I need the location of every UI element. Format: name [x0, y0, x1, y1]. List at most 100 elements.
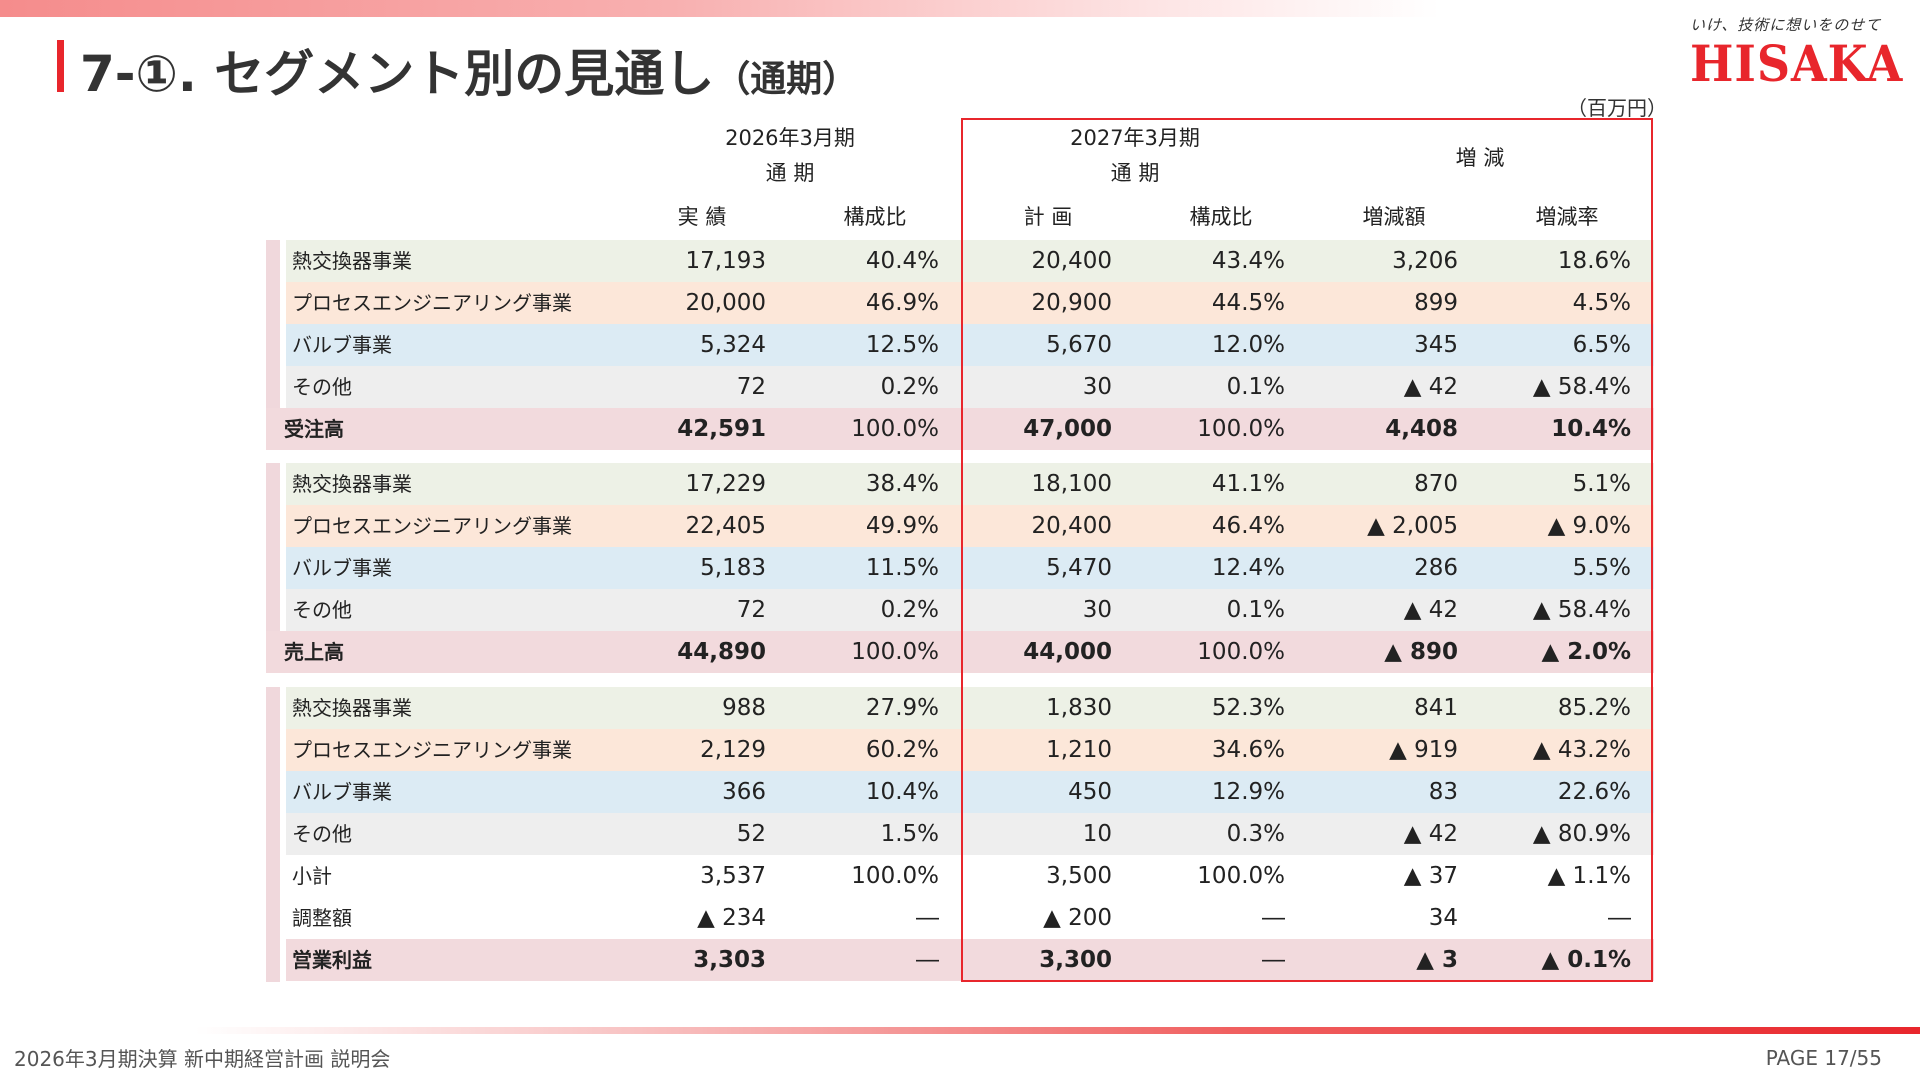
row-value-col2: 100.0% [851, 863, 939, 889]
row-value-col2: 0.2% [880, 374, 939, 400]
row-value-col6: 22.6% [1557, 779, 1631, 805]
header-ratio-2026: 構成比 [843, 205, 907, 229]
row-label: バルブ事業 [292, 556, 392, 580]
row-value-col5: 4,408 [1385, 416, 1458, 442]
row-label: 小計 [292, 864, 332, 888]
row-value-col5: ▲ 37 [1403, 863, 1458, 889]
page-title: 7-①. セグメント別の見通し（通期） [80, 34, 858, 106]
table-row-valve: バルブ事業 5,324 12.5% 5,670 12.0% 345 6.5% [266, 324, 1654, 366]
row-background [286, 771, 1654, 813]
row-value-col4: 44.5% [1211, 290, 1285, 316]
profit-group-bracket [266, 687, 280, 982]
row-value-col6: 18.6% [1557, 248, 1631, 274]
footer-title: 2026年3月期決算 新中期経営計画 説明会 [14, 1047, 391, 1071]
row-value-col1: 17,229 [685, 471, 766, 497]
row-value-col5: ▲ 42 [1403, 374, 1458, 400]
row-value-col4: 0.1% [1226, 597, 1285, 623]
table-row-adjustment: 調整額 ▲ 234 ― ▲ 200 ― 34 ― [266, 897, 1654, 939]
row-value-col5: 345 [1414, 332, 1458, 358]
table-row-valve: バルブ事業 366 10.4% 450 12.9% 83 22.6% [266, 771, 1654, 813]
logo-tagline: いけ、技術に想いをのせて [1690, 16, 1882, 34]
header-plan: 計 画 [1023, 205, 1073, 229]
row-label: 受注高 [284, 417, 344, 441]
table-row-subtotal: 小計 3,537 100.0% 3,500 100.0% ▲ 37 ▲ 1.1% [266, 855, 1654, 897]
row-label: バルブ事業 [292, 333, 392, 357]
row-value-col4: 12.9% [1211, 779, 1285, 805]
row-value-col4: 100.0% [1197, 416, 1285, 442]
row-value-col6: ▲ 9.0% [1547, 513, 1631, 539]
row-value-col2: 100.0% [851, 416, 939, 442]
row-value-col4: 43.4% [1211, 248, 1285, 274]
company-logo: HISAKA [1690, 34, 1904, 93]
row-value-col3: 450 [1068, 779, 1112, 805]
row-value-col1: 44,890 [677, 639, 766, 665]
row-value-col1: 3,303 [693, 947, 766, 973]
row-background [266, 408, 1654, 450]
header-ratio-2027: 構成比 [1189, 205, 1253, 229]
row-value-col2: 46.9% [865, 290, 939, 316]
row-value-col2: 60.2% [865, 737, 939, 763]
row-value-col3: 20,900 [1031, 290, 1112, 316]
row-value-col6: ▲ 80.9% [1532, 821, 1631, 847]
row-label: 売上高 [284, 640, 344, 664]
row-value-col6: 5.1% [1572, 471, 1631, 497]
row-background [286, 939, 1654, 981]
row-value-col2: 0.2% [880, 597, 939, 623]
row-value-col5: 83 [1428, 779, 1458, 805]
row-value-col6: ▲ 0.1% [1541, 947, 1631, 973]
row-background [286, 589, 1654, 631]
row-value-col3: 20,400 [1031, 513, 1112, 539]
row-value-col1: 2,129 [700, 737, 766, 763]
row-value-col4: 46.4% [1211, 513, 1285, 539]
table-row-process-engineering: プロセスエンジニアリング事業 20,000 46.9% 20,900 44.5% 899 4… [266, 282, 1654, 324]
row-value-col5: 899 [1414, 290, 1458, 316]
row-value-col3: 47,000 [1023, 416, 1112, 442]
row-value-col3: 5,670 [1046, 332, 1112, 358]
row-background [286, 282, 1654, 324]
row-value-col6: ▲ 58.4% [1532, 374, 1631, 400]
row-label: プロセスエンジニアリング事業 [292, 291, 572, 315]
row-value-col1: ▲ 234 [697, 905, 766, 931]
row-value-col3: 20,400 [1031, 248, 1112, 274]
row-value-col5: 841 [1414, 695, 1458, 721]
row-background [286, 505, 1654, 547]
row-background [286, 366, 1654, 408]
footer-accent-line [195, 1027, 1920, 1034]
row-value-col1: 20,000 [685, 290, 766, 316]
title-marker [57, 40, 64, 92]
row-value-col5: 286 [1414, 555, 1458, 581]
row-value-col1: 5,183 [700, 555, 766, 581]
row-label: バルブ事業 [292, 780, 392, 804]
row-value-col6: ▲ 43.2% [1532, 737, 1631, 763]
orders-group-bracket [266, 240, 280, 408]
page-number: PAGE 17/55 [1765, 1046, 1882, 1070]
table-row-heat-exchanger: 熱交換器事業 988 27.9% 1,830 52.3% 841 85.2% [266, 687, 1654, 729]
table-row-orders-total: 受注高 42,591 100.0% 47,000 100.0% 4,408 10.4% [266, 408, 1654, 450]
header-change-rate: 増減率 [1535, 205, 1599, 229]
row-value-col4: ― [1262, 905, 1285, 931]
row-value-col1: 17,193 [685, 248, 766, 274]
row-value-col6: 5.5% [1572, 555, 1631, 581]
table-row-process-engineering: プロセスエンジニアリング事業 22,405 49.9% 20,400 46.4% ▲ 2,… [266, 505, 1654, 547]
page-title-main: 7-①. セグメント別の見通し [80, 45, 715, 103]
row-value-col5: ▲ 919 [1389, 737, 1458, 763]
row-label: その他 [292, 598, 352, 622]
row-value-col2: 27.9% [865, 695, 939, 721]
row-label: その他 [292, 822, 352, 846]
table-row-process-engineering: プロセスエンジニアリング事業 2,129 60.2% 1,210 34.6% ▲ 919 ▲… [266, 729, 1654, 771]
row-value-col6: ▲ 2.0% [1541, 639, 1631, 665]
row-value-col3: 1,210 [1046, 737, 1112, 763]
row-value-col1: 72 [736, 374, 766, 400]
row-value-col1: 988 [722, 695, 766, 721]
header-fy2026-period: 2026年3月期 [725, 126, 855, 150]
row-value-col3: 30 [1082, 597, 1112, 623]
row-value-col4: 12.4% [1211, 555, 1285, 581]
row-value-col1: 72 [736, 597, 766, 623]
table-row-heat-exchanger: 熱交換器事業 17,193 40.4% 20,400 43.4% 3,206 18.6% [266, 240, 1654, 282]
top-accent-bar [0, 0, 1920, 17]
row-value-col2: 12.5% [865, 332, 939, 358]
row-background [286, 240, 1654, 282]
row-value-col6: 85.2% [1557, 695, 1631, 721]
row-value-col6: 4.5% [1572, 290, 1631, 316]
row-value-col4: 0.1% [1226, 374, 1285, 400]
